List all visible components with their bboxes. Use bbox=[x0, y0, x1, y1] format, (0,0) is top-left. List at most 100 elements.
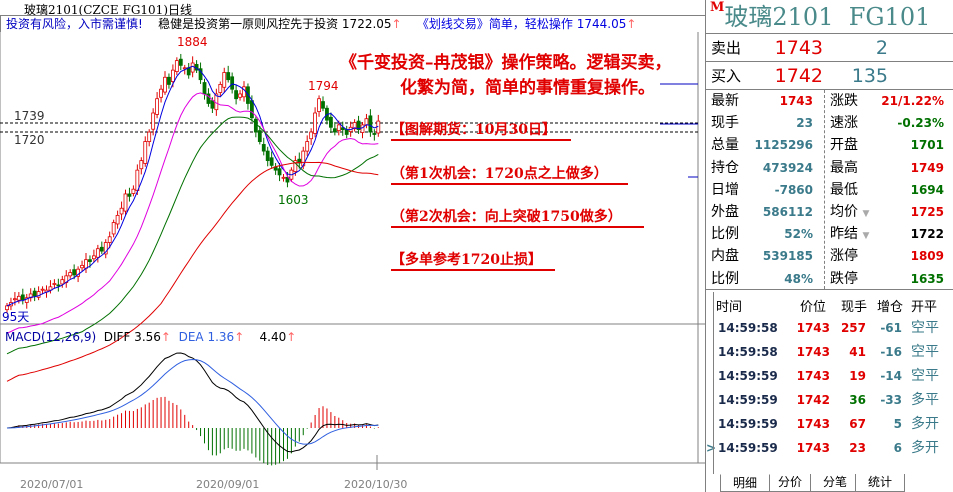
candle-body bbox=[372, 133, 377, 135]
field-label: 日增 bbox=[711, 181, 739, 198]
ma-20-line bbox=[6, 116, 379, 355]
candle-body bbox=[107, 236, 112, 243]
tick-type: 空平 bbox=[911, 368, 939, 384]
low-label: 1603 bbox=[278, 193, 309, 207]
candle-body bbox=[226, 72, 231, 81]
tick-time: 14:59:59 bbox=[718, 441, 778, 455]
candle-body bbox=[95, 248, 100, 258]
candle-body bbox=[143, 141, 148, 164]
candle-body bbox=[352, 122, 357, 130]
tick-price: 1743 bbox=[796, 345, 830, 359]
tick-type: 空平 bbox=[911, 344, 939, 360]
field-value: 1743 bbox=[779, 94, 813, 108]
quote-row: 日增 -7860 最低 1694 bbox=[706, 179, 953, 201]
candle-body bbox=[155, 98, 160, 115]
candle-body bbox=[182, 67, 187, 70]
kline-chart[interactable]: 1739 1720 1884 1603 1794 95天 2020/07/01 … bbox=[0, 0, 705, 492]
field-label: 总量 bbox=[711, 137, 739, 154]
tick-oi: -16 bbox=[880, 345, 902, 359]
hline-label: 1739 bbox=[14, 109, 45, 123]
candle-body bbox=[60, 279, 65, 285]
candle-body bbox=[40, 288, 45, 291]
quote-row: 持仓 473924 最高 1749 bbox=[706, 157, 953, 179]
candle-body bbox=[5, 305, 9, 311]
column-header: 价位 bbox=[800, 300, 827, 315]
quote-row: 总量 1125296 开盘 1701 bbox=[706, 134, 953, 156]
tick-oi: -33 bbox=[880, 393, 902, 407]
candle-body bbox=[249, 100, 254, 119]
candle-body bbox=[202, 82, 207, 95]
tab-3[interactable]: 统计 bbox=[855, 474, 905, 492]
candle-body bbox=[167, 76, 171, 85]
info-bar: 投资有风险，入市需谨慎! 稳健是投资第一原则风控先于投资 1722.05↑ 《划… bbox=[0, 15, 705, 32]
tab-0[interactable]: 明细 bbox=[720, 474, 770, 492]
buy-row[interactable]: 买入 1742 135 bbox=[706, 62, 953, 90]
slogan-2-value: 1744.05 bbox=[576, 17, 627, 31]
candle-body bbox=[344, 129, 349, 135]
x-tick: 2020/10/30 bbox=[344, 478, 407, 491]
period-label: 95天 bbox=[2, 310, 29, 324]
field-label: 涨停 bbox=[830, 248, 858, 265]
dea-value: DEA 1.36 bbox=[178, 330, 235, 344]
x-tick: 2020/07/01 bbox=[20, 478, 83, 491]
field-value: 52% bbox=[784, 227, 813, 242]
tick-oi: 5 bbox=[893, 417, 902, 431]
sell-row[interactable]: 卖出 1743 2 bbox=[706, 34, 953, 62]
tick-time: 14:59:59 bbox=[718, 393, 778, 407]
macd-value: 4.40 bbox=[259, 330, 287, 344]
tick-type: 多开 bbox=[911, 416, 939, 432]
field-value: 1635 bbox=[910, 271, 944, 286]
diff-value: DIFF 3.56 bbox=[103, 330, 161, 344]
slogan-1: 稳健是投资第一原则风控先于投资 bbox=[158, 17, 339, 31]
tick-price: 1743 bbox=[796, 441, 830, 455]
dropdown-icon[interactable]: ▼ bbox=[862, 209, 870, 219]
tick-type: 空平 bbox=[911, 320, 939, 336]
tab-1[interactable]: 分价 bbox=[765, 474, 815, 492]
tab-2[interactable]: 分笔 bbox=[810, 474, 860, 492]
candle-body bbox=[317, 98, 321, 112]
dea-line bbox=[6, 358, 379, 445]
field-value: 1701 bbox=[910, 138, 944, 153]
field-value: 586112 bbox=[762, 205, 813, 219]
dropdown-icon[interactable]: ▼ bbox=[862, 231, 870, 242]
high-label: 1884 bbox=[177, 35, 208, 49]
field-value: -0.23% bbox=[897, 116, 944, 131]
field-label: 最高 bbox=[830, 159, 858, 176]
field-label: 开盘 bbox=[830, 137, 858, 154]
headline-1: 《千变投资–冉茂银》操作策略。逻辑买卖， bbox=[340, 53, 672, 73]
field-label: 最低 bbox=[830, 181, 858, 198]
up-arrow-icon: ↑ bbox=[160, 330, 171, 344]
candle-body bbox=[88, 259, 92, 262]
candle-body bbox=[218, 84, 223, 93]
candle-body bbox=[135, 169, 140, 192]
headline-2: 化繁为简，简单的事情重复操作。 bbox=[400, 78, 655, 98]
sell-price: 1743 bbox=[774, 37, 823, 59]
candle-body bbox=[340, 127, 345, 131]
candle-body bbox=[206, 93, 211, 104]
tick-vol: 67 bbox=[849, 417, 866, 431]
candle-body bbox=[198, 68, 203, 81]
peak2-label: 1794 bbox=[308, 79, 339, 93]
candle-body bbox=[80, 264, 84, 269]
candle-body bbox=[230, 76, 235, 90]
candle-body bbox=[321, 101, 325, 109]
candle-body bbox=[56, 284, 61, 287]
candle-body bbox=[174, 60, 179, 72]
risk-warning: 投资有风险，入市需谨慎! bbox=[6, 17, 143, 31]
macd-label: MACD(12,26,9) bbox=[5, 330, 97, 344]
candle-body bbox=[178, 58, 183, 66]
candle-body bbox=[52, 283, 57, 285]
tick-price: 1743 bbox=[796, 321, 830, 335]
candle-body bbox=[364, 118, 369, 126]
quote-panel: M玻璃2101 FG101 卖出 1743 2 买入 1742 135 最新 1743 涨跌… bbox=[705, 0, 953, 492]
field-label: 内盘 bbox=[711, 248, 739, 265]
slogan-2[interactable]: 《划线交易》简单，轻松操作 bbox=[416, 17, 573, 31]
quote-row: 现手 23 速涨 -0.23% bbox=[706, 112, 953, 134]
buy-vol: 135 bbox=[851, 65, 888, 87]
up-arrow-icon: ↑ bbox=[234, 330, 245, 344]
field-label: 最新 bbox=[711, 93, 739, 109]
x-tick: 2020/09/01 bbox=[196, 478, 259, 491]
contract-code: FG101 bbox=[848, 3, 931, 31]
candle-body bbox=[151, 112, 156, 130]
tick-oi: -14 bbox=[880, 369, 902, 383]
